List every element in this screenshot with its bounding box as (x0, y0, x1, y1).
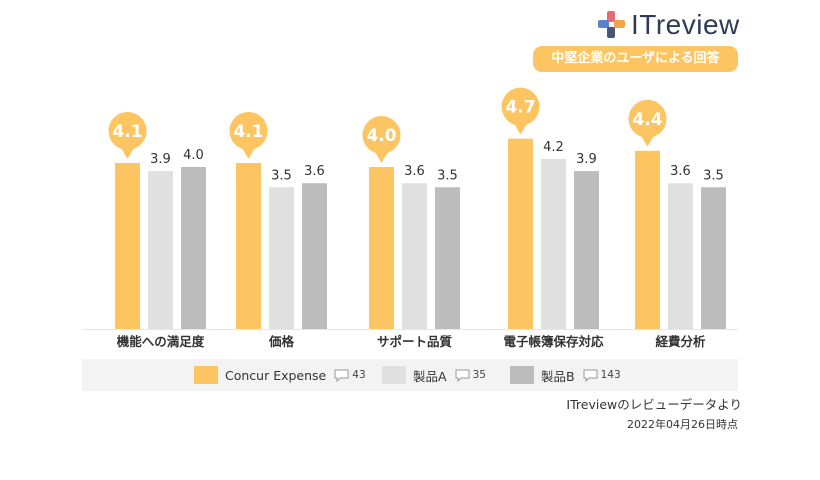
value-badge (108, 111, 147, 150)
bar (369, 167, 394, 329)
comment-icon (455, 369, 470, 382)
value-badge (628, 99, 667, 138)
value-badge-pointer (374, 151, 389, 163)
review-count-value: 143 (600, 369, 621, 381)
x-tick-label: 価格 (268, 334, 295, 349)
legend-swatch (382, 366, 406, 384)
data-label: 4.1 (233, 122, 263, 142)
bar (574, 171, 599, 329)
bar (668, 183, 693, 329)
data-label: 4.7 (505, 98, 535, 118)
data-label: 3.5 (437, 168, 458, 183)
bar (115, 162, 140, 329)
review-count: 35 (455, 369, 486, 382)
x-tick-label: 電子帳簿保存対応 (503, 334, 604, 349)
data-label: 3.9 (150, 152, 171, 167)
comment-icon (334, 369, 349, 382)
bar (402, 183, 427, 329)
data-label: 4.1 (112, 122, 142, 142)
comment-icon (583, 369, 598, 382)
logo-wordmark: ITreview (631, 9, 740, 40)
legend-item-product-a: 製品A 35 (382, 359, 486, 391)
value-badge-pointer (640, 134, 655, 147)
data-label: 3.5 (271, 168, 292, 183)
x-tick-label: 経費分析 (655, 334, 706, 349)
legend-label: 製品A (413, 368, 447, 384)
legend-swatch (510, 366, 534, 384)
data-label: 4.0 (366, 126, 396, 146)
value-badge-pointer (513, 122, 528, 135)
logo-mark-icon (598, 11, 625, 38)
value-badge (229, 111, 268, 150)
review-count: 143 (583, 369, 621, 382)
bar (148, 171, 173, 329)
bar (302, 183, 327, 329)
itreview-logo: ITreview (597, 8, 747, 42)
data-label: 4.2 (543, 140, 564, 155)
legend-swatch (194, 366, 218, 384)
bar (508, 138, 533, 329)
data-label: 4.0 (183, 148, 204, 163)
legend-label: 製品B (541, 368, 575, 384)
data-label: 4.4 (632, 110, 662, 130)
x-tick-label: 機能への満足度 (117, 334, 205, 349)
data-label: 3.6 (404, 164, 425, 179)
value-badge-pointer (120, 146, 135, 159)
bar-chart: 4.1 3.9 4.0 機能への満足度 4.1 3.5 3.6 価格 4.0 3.6 3.5 サポート… (82, 87, 738, 349)
value-badge (501, 87, 540, 126)
bar (541, 158, 566, 329)
data-label: 3.5 (703, 168, 724, 183)
respondent-segment-badge: 中堅企業のユーザによる回答 (533, 46, 738, 72)
review-count-value: 43 (352, 369, 366, 381)
legend-label: Concur Expense (225, 367, 327, 383)
data-date: 2022年04月26日時点 (627, 418, 738, 431)
bar (701, 187, 726, 329)
legend-item-product-b: 製品B 143 (510, 359, 621, 391)
x-tick-label: サポート品質 (377, 334, 453, 349)
bar (181, 167, 206, 329)
bar (269, 187, 294, 329)
value-badge (362, 116, 401, 154)
value-badge-pointer (241, 146, 256, 159)
bar (435, 187, 460, 329)
data-source-note: ITreviewのレビューデータより (566, 397, 742, 412)
data-label: 3.6 (304, 164, 325, 179)
legend-item-concur: Concur Expense 43 (194, 359, 366, 391)
bar (635, 150, 660, 329)
bar (236, 162, 261, 329)
data-label: 3.6 (670, 164, 691, 179)
data-label: 3.9 (576, 152, 597, 167)
review-count-value: 35 (472, 369, 486, 381)
chart-legend: Concur Expense 43 製品A 35 製品B 143 (82, 359, 738, 391)
review-count: 43 (334, 369, 366, 382)
